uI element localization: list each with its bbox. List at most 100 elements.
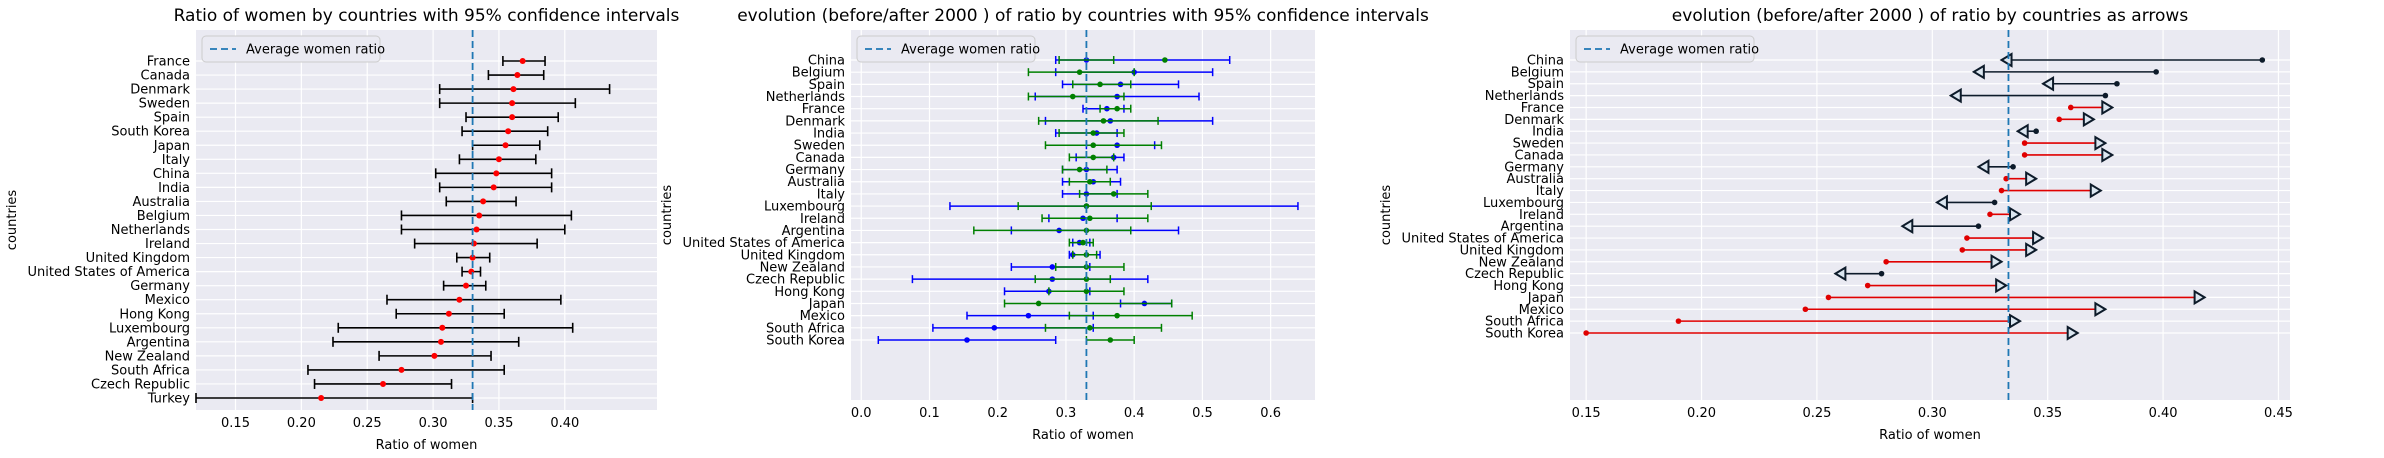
x-tick-label: 0.25 xyxy=(353,416,382,431)
mean-point xyxy=(476,212,483,219)
y-tick-label: Italy xyxy=(162,153,191,168)
arrow-head xyxy=(1971,64,1985,80)
mean-point-series-1 xyxy=(964,337,970,343)
mean-point xyxy=(445,310,452,317)
arrow-head xyxy=(2101,147,2115,163)
mean-point-series-2 xyxy=(1097,81,1103,88)
y-tick-label: France xyxy=(802,102,845,117)
legend-label: Average women ratio xyxy=(246,43,385,58)
arrow-head xyxy=(1990,254,2004,270)
y-axis-label: countries xyxy=(660,185,675,246)
y-tick-label: United Kingdom xyxy=(1460,243,1564,258)
y-tick-label: Australia xyxy=(1506,172,1564,187)
arrow-head xyxy=(2025,170,2039,187)
arrow-head xyxy=(1833,265,1847,282)
y-tick-label: Canada xyxy=(141,69,190,84)
y-tick-label: United Kingdom xyxy=(86,251,190,266)
y-tick-label: Sweden xyxy=(1513,137,1564,152)
mean-point-series-2 xyxy=(1087,325,1093,331)
mean-point xyxy=(495,156,502,163)
y-tick-label: Argentina xyxy=(782,224,845,239)
y-tick-label: Germany xyxy=(130,279,190,294)
y-tick-label: Czech Republic xyxy=(91,377,190,392)
mean-point xyxy=(493,170,500,177)
chart-title: Ratio of women by countries with 95% con… xyxy=(174,6,680,26)
arrow-head xyxy=(1934,194,1948,211)
y-tick-label: France xyxy=(1521,101,1564,116)
arrow-head xyxy=(1995,277,2009,294)
y-tick-label: Mexico xyxy=(145,293,190,308)
chart-panel-2: 0.0 0.1 0.2 0.3 0.4 0.5 0.6ChinaBelgiumSpainNe… xyxy=(660,6,1429,443)
mean-point-series-1 xyxy=(1049,264,1056,270)
y-tick-label: Canada xyxy=(1515,148,1564,163)
mean-point xyxy=(318,395,325,401)
y-tick-label: United States of America xyxy=(28,265,190,280)
y-tick-label: Turkey xyxy=(147,392,191,407)
x-tick-label: 0.3 xyxy=(1056,406,1077,421)
y-tick-label: Denmark xyxy=(785,114,845,129)
y-tick-label: Luxembourg xyxy=(764,200,845,215)
y-tick-label: India xyxy=(158,181,190,196)
arrow-head xyxy=(2066,325,2080,341)
y-tick-label: United States of America xyxy=(683,236,845,251)
mean-point-series-1 xyxy=(991,325,998,331)
y-tick-label: Germany xyxy=(1504,160,1564,175)
y-tick-label: Belgium xyxy=(1511,65,1564,80)
mean-point xyxy=(437,338,444,345)
mean-point-series-2 xyxy=(1162,57,1168,63)
mean-point-series-2 xyxy=(1076,69,1083,75)
legend-label: Average women ratio xyxy=(1620,43,1759,58)
y-tick-label: Hong Kong xyxy=(119,307,190,322)
y-tick-label: Japan xyxy=(153,139,190,154)
arrow-start-point xyxy=(2021,152,2028,158)
arrow-head xyxy=(1948,87,1962,104)
x-tick-label: 0.6 xyxy=(1260,406,1281,421)
y-tick-label: South Africa xyxy=(766,321,845,336)
y-axis-label: countries xyxy=(1379,185,1394,246)
x-tick-label: 0.40 xyxy=(550,416,579,431)
legend-box xyxy=(201,35,381,63)
y-tick-label: Australia xyxy=(132,195,190,210)
chart-panel-3: 0.15 0.20 0.25 0.30 0.35 0.40 0.45 ChinaBelgium… xyxy=(1379,6,2293,443)
mean-point xyxy=(380,380,387,387)
arrow-head xyxy=(2094,135,2108,151)
x-tick-label: 0.35 xyxy=(484,416,513,431)
x-tick-label: 0.15 xyxy=(221,416,250,431)
y-tick-label: Spain xyxy=(809,78,845,93)
y-tick-label: Ireland xyxy=(1519,208,1564,223)
x-tick-label: 0.30 xyxy=(1918,406,1947,421)
mean-point xyxy=(473,226,480,233)
legend-box xyxy=(1575,35,1755,63)
mean-point xyxy=(469,254,476,261)
legend: Average women ratio xyxy=(201,35,385,63)
y-tick-label: Spain xyxy=(1528,77,1564,92)
y-tick-label: Ireland xyxy=(800,212,845,227)
arrow-head xyxy=(2089,182,2103,199)
y-tick-label: France xyxy=(147,55,190,70)
y-tick-label: Hong Kong xyxy=(774,285,845,300)
arrow-start-point xyxy=(1675,318,1682,324)
y-tick-label: Japan xyxy=(808,297,845,312)
x-axis-label: Ratio of women xyxy=(1032,428,1134,443)
arrow-head xyxy=(2082,111,2096,128)
mean-point-series-2 xyxy=(1100,118,1107,124)
mean-point xyxy=(398,366,405,373)
mean-point xyxy=(431,352,438,359)
mean-point-series-2 xyxy=(1090,154,1097,161)
arrow-start-point xyxy=(1883,258,1889,265)
y-tick-label: Luxembourg xyxy=(109,321,190,336)
x-tick-label: 0.1 xyxy=(919,406,940,421)
x-tick-label: 0.20 xyxy=(287,416,316,431)
chart-panel-1: 0.15 0.20 0.25 0.30 0.35 0.40 FranceCanadaDenm… xyxy=(5,6,680,453)
mean-point xyxy=(480,198,487,205)
y-tick-label: Sweden xyxy=(139,97,190,112)
y-tick-label: South Africa xyxy=(111,363,190,378)
y-tick-label: Hong Kong xyxy=(1493,279,1564,294)
arrow-start-point xyxy=(1991,199,1998,206)
mean-point-series-2 xyxy=(1083,288,1090,295)
arrow-head xyxy=(2015,123,2029,139)
arrow-start-point xyxy=(2021,140,2028,146)
y-tick-label: China xyxy=(808,54,845,69)
mean-point-series-2 xyxy=(1110,191,1117,197)
arrow-start-point xyxy=(2003,175,2009,182)
